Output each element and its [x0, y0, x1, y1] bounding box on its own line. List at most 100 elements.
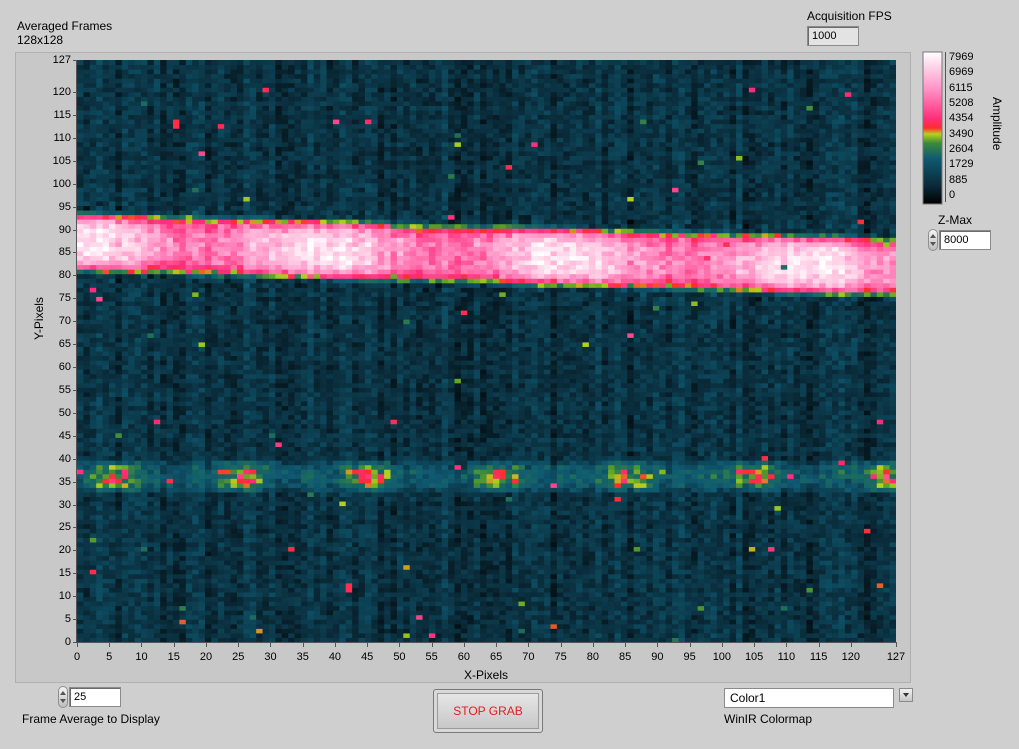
heatmap-cell	[889, 573, 896, 579]
heatmap-cell	[883, 523, 891, 529]
heatmap-cell	[281, 601, 289, 607]
heatmap-cell	[588, 610, 596, 616]
heatmap-cell	[166, 523, 174, 529]
heatmap-cell	[838, 632, 846, 638]
heatmap-cell	[768, 523, 775, 529]
heatmap-cell	[268, 555, 276, 561]
heatmap-cell	[140, 469, 148, 475]
heatmap-cell	[352, 628, 360, 634]
heatmap-cell	[320, 605, 328, 611]
heatmap-cell	[742, 573, 750, 579]
heatmap-cell	[864, 560, 871, 566]
heatmap-cell	[371, 519, 379, 525]
heatmap-cell	[684, 473, 692, 479]
heatmap-cell	[377, 541, 385, 548]
heatmap-cell	[588, 487, 596, 493]
heatmap-cell	[870, 551, 878, 557]
heatmap-cell	[646, 519, 654, 525]
heatmap-cell	[691, 541, 699, 548]
heatmap-cell	[659, 478, 667, 484]
heatmap-cell	[217, 601, 225, 607]
heatmap-cell	[153, 605, 161, 611]
heatmap-cell	[640, 605, 647, 611]
heatmap-cell	[793, 482, 801, 488]
heatmap-cell	[390, 496, 398, 502]
heatmap-cell	[684, 496, 692, 502]
heatmap-cell	[544, 596, 551, 602]
heatmap-cell	[339, 551, 347, 557]
heatmap-cell	[723, 482, 731, 488]
heatmap-cell	[563, 491, 571, 497]
heatmap-cell	[172, 569, 180, 575]
heatmap-cell	[121, 505, 129, 511]
heatmap-cell	[480, 582, 487, 588]
heatmap-cell	[236, 582, 244, 588]
heatmap-cell	[588, 560, 596, 566]
heatmap-cell	[755, 619, 763, 625]
heatmap-cell	[806, 573, 814, 579]
heatmap-cell	[684, 569, 692, 575]
heatmap-cell	[857, 532, 865, 538]
heatmap-cell	[275, 628, 283, 634]
heatmap-cell	[115, 546, 123, 552]
heatmap-cell	[614, 519, 622, 525]
heatmap-cell	[876, 564, 884, 570]
heatmap-cell	[345, 514, 353, 520]
heatmap-cell	[544, 519, 551, 525]
heatmap-cell	[211, 505, 219, 511]
heatmap-cell	[377, 487, 385, 493]
heatmap-cell	[96, 591, 104, 598]
heatmap-cell	[435, 596, 443, 602]
heatmap-cell	[486, 591, 494, 598]
heatmap-cell	[582, 623, 590, 629]
heatmap-cell	[339, 614, 347, 620]
heatmap-cell	[691, 628, 699, 634]
heatmap-cell	[300, 623, 308, 629]
heatmap-cell	[262, 546, 270, 552]
heatmap-cell	[185, 546, 193, 552]
heatmap-cell	[102, 532, 110, 538]
heatmap-cell	[704, 482, 711, 488]
heatmap-cell	[377, 564, 385, 570]
heatmap-cell	[96, 587, 104, 593]
heatmap-cell	[339, 623, 347, 629]
heatmap-cell	[441, 551, 449, 557]
heatmap-cell	[416, 605, 424, 611]
heatmap-cell	[659, 619, 667, 625]
heatmap-cell	[793, 564, 801, 570]
heatmap-cell	[844, 564, 852, 570]
heatmap-cell	[844, 482, 852, 488]
heatmap-cell	[179, 532, 187, 538]
heatmap-cell	[627, 532, 635, 538]
heatmap-cell	[192, 569, 200, 575]
heatmap-cell	[832, 541, 839, 548]
heatmap-cell	[256, 496, 264, 502]
heatmap-cell	[838, 601, 846, 607]
heatmap-cell	[428, 587, 436, 593]
heatmap-cell	[339, 632, 347, 638]
heatmap-cell	[121, 519, 129, 525]
heatmap-cell	[588, 614, 596, 620]
heatmap-cell	[537, 514, 545, 520]
heatmap-cell	[620, 623, 628, 629]
heatmap-cell	[652, 632, 660, 638]
heatmap-cell	[819, 491, 827, 497]
heatmap-cell	[364, 560, 372, 566]
heatmap-cell	[326, 628, 334, 634]
heatmap-cell	[819, 573, 827, 579]
heatmap-cell	[864, 528, 871, 534]
heatmap-cell	[441, 637, 449, 642]
heatmap-cell	[89, 487, 97, 493]
heatmap-cell	[864, 491, 871, 497]
heatmap-cell	[115, 614, 123, 620]
heatmap-cell	[569, 496, 577, 502]
heatmap-cell	[825, 610, 833, 616]
intensity-heatmap[interactable]	[77, 60, 896, 642]
heatmap-cell	[704, 469, 711, 475]
heatmap-cell	[77, 460, 84, 466]
heatmap-cell	[134, 623, 142, 629]
heatmap-cell	[819, 601, 827, 607]
heatmap-cell	[480, 578, 487, 584]
heatmap-cell	[166, 501, 174, 507]
heatmap-cell	[108, 637, 116, 642]
